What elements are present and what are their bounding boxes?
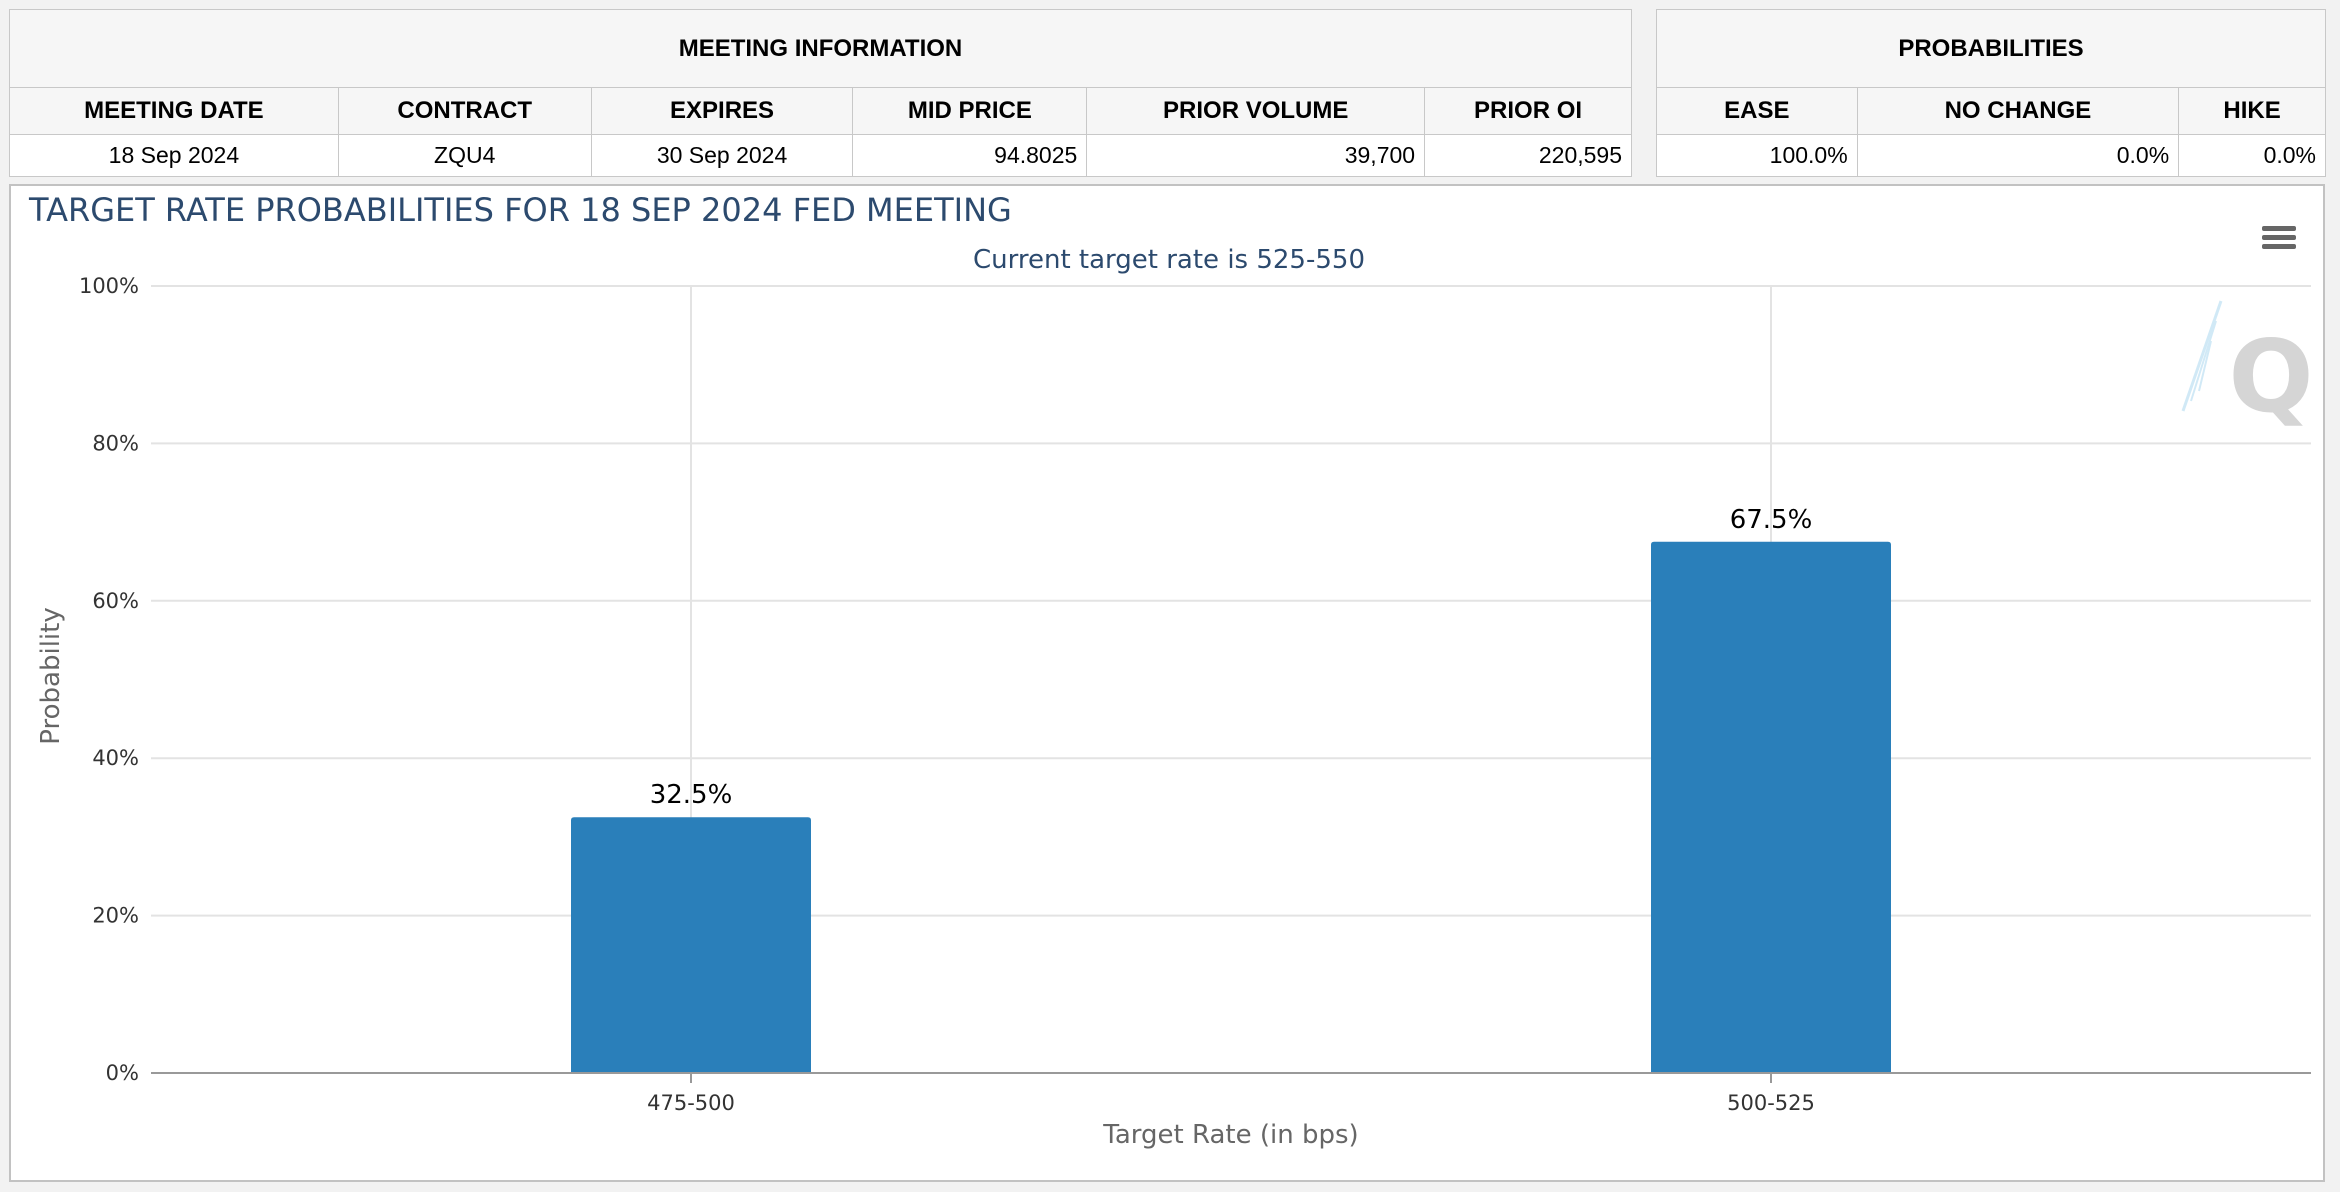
header-prior-oi: PRIOR OI	[1424, 87, 1632, 135]
contract-value: ZQU4	[337, 134, 592, 177]
expires-value: 30 Sep 2024	[590, 134, 854, 177]
probabilities-title: PROBABILITIES	[1656, 9, 2326, 88]
header-ease: EASE	[1656, 87, 1858, 135]
y-tick-label: 100%	[79, 274, 139, 298]
header-meeting-date: MEETING DATE	[9, 87, 339, 135]
q-logo-watermark: Q	[2181, 300, 2314, 435]
bar-500-525	[1651, 541, 1891, 1073]
header-expires: EXPIRES	[590, 87, 854, 135]
y-axis-ticks: 0% 20% 40% 60% 80% 100%	[79, 274, 139, 1085]
x-tick-label: 475-500	[647, 1091, 735, 1115]
chart-gridlines	[151, 285, 2311, 1073]
y-tick-label: 40%	[92, 746, 139, 770]
chart-subtitle: Current target rate is 525-550	[973, 245, 1365, 275]
header-contract: CONTRACT	[337, 87, 592, 135]
probabilities-table: PROBABILITIES EASE NO CHANGE HIKE 100.0%…	[1656, 9, 2326, 177]
header-no-change: NO CHANGE	[1856, 87, 2180, 135]
hike-value: 0.0%	[2178, 134, 2326, 177]
x-axis-ticks: 475-500 500-525	[647, 1073, 1815, 1115]
bar-475-500	[571, 817, 811, 1073]
prior-volume-value: 39,700	[1086, 134, 1426, 177]
prior-oi-value: 220,595	[1424, 134, 1632, 177]
y-axis-title: Probability	[36, 607, 66, 744]
chart-title: TARGET RATE PROBABILITIES FOR 18 SEP 202…	[28, 191, 1012, 229]
y-tick-label: 0%	[106, 1061, 139, 1085]
svg-text:Q: Q	[2228, 318, 2313, 435]
data-labels: 32.5% 67.5%	[650, 505, 1813, 810]
chart-panel: TARGET RATE PROBABILITIES FOR 18 SEP 202…	[9, 184, 2325, 1182]
y-tick-label: 20%	[92, 904, 139, 928]
header-prior-volume: PRIOR VOLUME	[1086, 87, 1426, 135]
y-tick-label: 60%	[92, 589, 139, 613]
y-tick-label: 80%	[92, 431, 139, 455]
meeting-information-table: MEETING INFORMATION MEETING DATE CONTRAC…	[9, 9, 1632, 177]
header-hike: HIKE	[2178, 87, 2326, 135]
probability-bar-chart: TARGET RATE PROBABILITIES FOR 18 SEP 202…	[28, 191, 2314, 1150]
hamburger-menu-icon[interactable]	[2251, 222, 2299, 258]
meeting-date-value: 18 Sep 2024	[9, 134, 339, 177]
no-change-value: 0.0%	[1856, 134, 2180, 177]
x-axis-title: Target Rate (in bps)	[1102, 1120, 1358, 1150]
mid-price-value: 94.8025	[852, 134, 1088, 177]
x-tick-label: 500-525	[1727, 1091, 1815, 1115]
bars	[571, 541, 1891, 1073]
data-label-500-525: 67.5%	[1730, 505, 1813, 535]
meeting-information-title: MEETING INFORMATION	[9, 9, 1632, 88]
ease-value: 100.0%	[1656, 134, 1858, 177]
header-mid-price: MID PRICE	[852, 87, 1088, 135]
data-label-475-500: 32.5%	[650, 780, 733, 810]
